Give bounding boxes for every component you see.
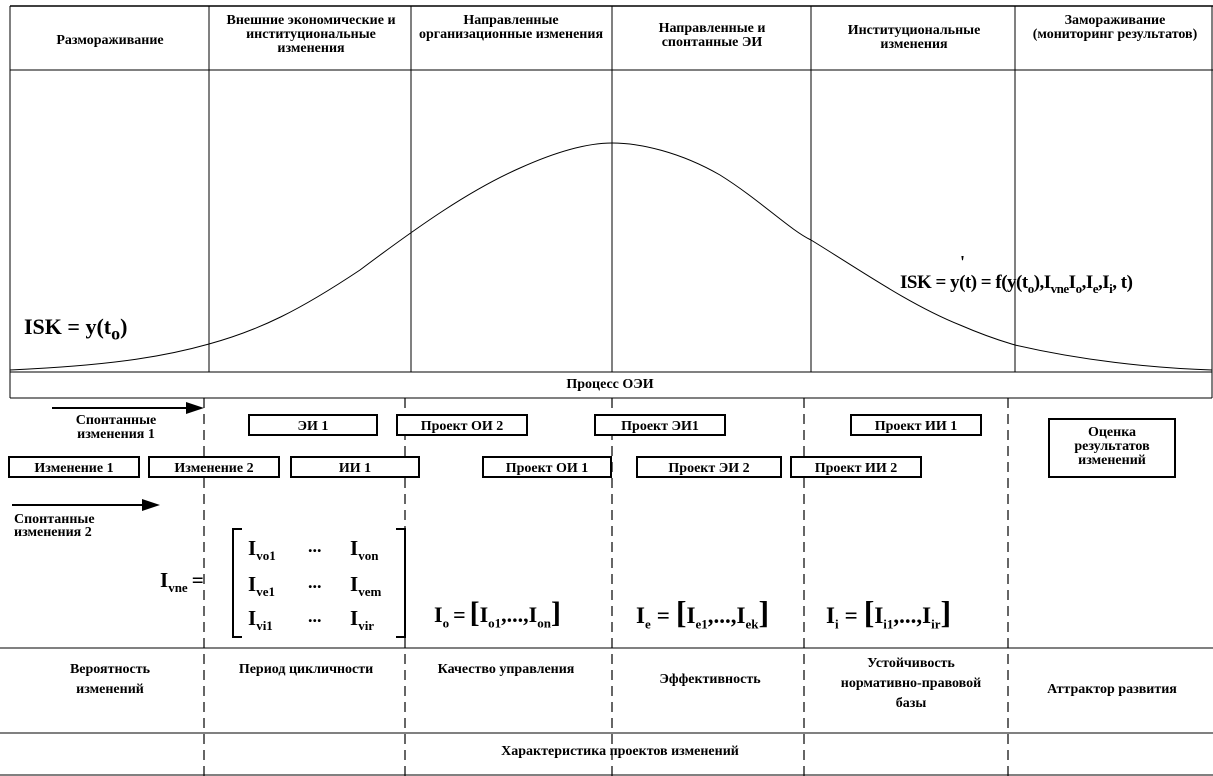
matrix-right-bracket	[396, 528, 406, 638]
box-project-oi-2: Проект ОИ 2	[396, 414, 528, 436]
box-change-2: Изменение 2	[148, 456, 280, 478]
box-project-oi-1: Проект ОИ 1	[482, 456, 612, 478]
matrix-cell-ve1: Ive1	[248, 572, 275, 600]
bell-curve	[9, 142, 1213, 371]
box-project-ei1: Проект ЭИ1	[594, 414, 726, 436]
process-label: Процесс ОЭИ	[566, 377, 654, 392]
matrix-dots-1: ...	[308, 536, 322, 556]
header-freezing: Замораживание (мониторинг результатов)	[1032, 13, 1198, 42]
spontaneous-changes-1: Спонтанные изменения 1	[75, 413, 157, 442]
box-project-ii-1: Проект ИИ 1	[850, 414, 982, 436]
formula-isk-function: ISK = y(t) = f(y(to),IvneIo,Ie,Ii, t)	[900, 272, 1133, 296]
vector-ii: Ii = [Ii1,...,Iir]	[826, 594, 952, 632]
char-efficiency: Эффективность	[659, 672, 761, 687]
box-change-1: Изменение 1	[8, 456, 140, 478]
matrix-dots-3: ...	[308, 606, 322, 626]
header-institutional: Институциональные изменения	[847, 23, 981, 52]
header-directed-spontaneous: Направленные и спонтанные ЭИ	[658, 21, 766, 50]
matrix-cell-vo1: Ivo1	[248, 536, 276, 564]
footer-project-characteristics: Характеристика проектов изменений	[501, 744, 739, 759]
box-evaluation: Оценка результатов изменений	[1048, 418, 1176, 478]
char-cycle-period: Период цикличности	[238, 662, 374, 677]
vector-ie: Ie = [Ie1,...,Iek]	[636, 594, 770, 632]
formula-isk-initial: ISK = y(to)	[24, 314, 128, 344]
matrix-vne-label: Ivne =	[160, 568, 204, 596]
header-external-changes: Внешние экономические и институциональны…	[226, 13, 396, 56]
matrix-cell-vem: Ivem	[350, 572, 382, 600]
box-project-ei-2: Проект ЭИ 2	[636, 456, 782, 478]
box-ei-1: ЭИ 1	[248, 414, 378, 436]
matrix-dots-2: ...	[308, 572, 322, 592]
box-project-ii-2: Проект ИИ 2	[790, 456, 922, 478]
matrix-left-bracket	[232, 528, 242, 638]
header-unfreezing: Размораживание	[56, 33, 164, 48]
matrix-cell-vir: Ivir	[350, 606, 375, 634]
spontaneous-changes-2: Спонтанные изменения 2	[14, 512, 95, 540]
char-probability: Вероятность изменений	[69, 662, 151, 697]
box-ii-1: ИИ 1	[290, 456, 420, 478]
matrix-cell-vi1: Ivi1	[248, 606, 273, 634]
char-regulatory-stability: Устойчивость нормативно-правовой базы	[840, 656, 982, 711]
char-management-quality: Качество управления	[437, 662, 575, 677]
vector-io: Io = [Io1,...,Ion]	[434, 596, 561, 631]
formula-prime-mark: '	[960, 252, 966, 272]
char-development-attractor: Аттрактор развития	[1047, 682, 1177, 697]
matrix-cell-von: Ivon	[350, 536, 379, 564]
header-directed-org-changes: Направленные организационные изменения	[418, 13, 604, 42]
